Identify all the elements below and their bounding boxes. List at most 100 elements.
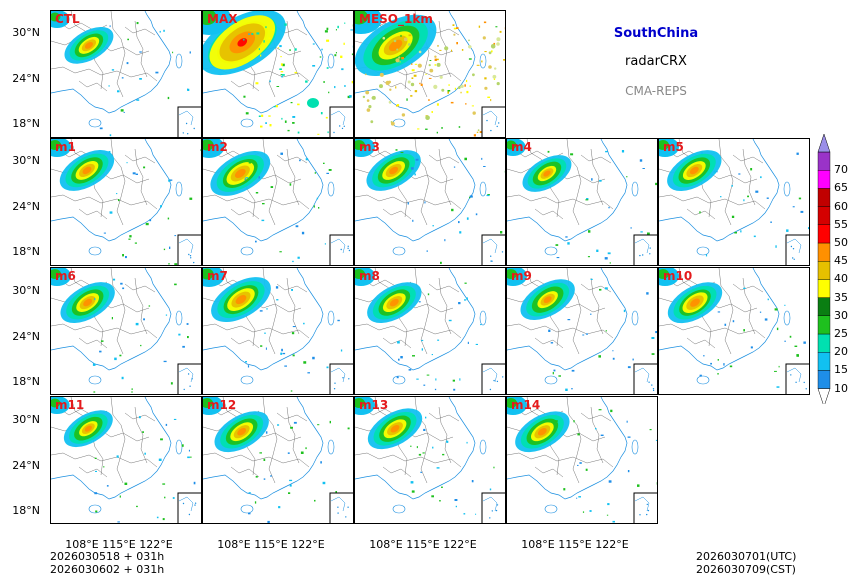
map-canvas	[355, 11, 505, 137]
colorbar-label: 50	[834, 236, 848, 249]
colorbar-bin	[817, 224, 831, 244]
valid-time-utc: 2026030701(UTC)	[696, 550, 797, 563]
map-canvas	[507, 139, 657, 265]
colorbar-under-extend	[817, 388, 831, 404]
map-canvas	[51, 397, 201, 523]
init-time-2: 2026030602 + 031h	[50, 563, 165, 576]
map-panel-m2: m2	[202, 138, 354, 266]
map-panel-m11: m11	[50, 396, 202, 524]
map-panel-m13: m13	[354, 396, 506, 524]
map-canvas	[51, 268, 201, 394]
colorbar-label: 30	[834, 308, 848, 322]
panel-label: m4	[511, 140, 532, 154]
map-panel-m6: m6	[50, 267, 202, 395]
colorbar-label: 20	[834, 345, 848, 359]
colorbar-label: 55	[834, 217, 848, 231]
lon-label: 115°E	[406, 538, 440, 551]
panel-label: m11	[55, 398, 85, 412]
colorbar-bin	[817, 151, 831, 171]
colorbar-bin	[817, 260, 831, 280]
lat-label: 30°N	[12, 154, 40, 167]
lat-label: 24°N	[12, 200, 40, 213]
colorbar-label: 65	[834, 181, 848, 195]
panel-label: m2	[207, 140, 228, 154]
colorbar-label: 40	[834, 272, 848, 286]
colorbar	[817, 134, 831, 404]
map-panel-m3: m3	[354, 138, 506, 266]
map-panel-m8: m8	[354, 267, 506, 395]
variable-title: radarCRX	[625, 54, 687, 69]
lon-label: 108°E	[217, 538, 251, 551]
lon-label: 122°E	[595, 538, 629, 551]
colorbar-label: 70	[834, 163, 848, 177]
panel-label: CTL	[55, 12, 80, 26]
map-panel-m14: m14	[506, 396, 658, 524]
map-canvas	[51, 139, 201, 265]
panel-label: m10	[663, 269, 693, 283]
panel-label: m6	[55, 269, 76, 283]
lat-label: 18°N	[12, 245, 40, 258]
lon-label: 122°E	[291, 538, 325, 551]
map-canvas	[507, 397, 657, 523]
valid-time-block: 2026030701(UTC) 2026030709(CST)	[696, 550, 796, 576]
colorbar-bin	[817, 206, 831, 225]
colorbar-label: 15	[834, 363, 848, 377]
lon-label: 108°E	[65, 538, 99, 551]
lat-label: 24°N	[12, 459, 40, 472]
map-canvas	[355, 397, 505, 523]
colorbar-label: 25	[834, 327, 848, 340]
map-panel-m9: m9	[506, 267, 658, 395]
lat-label: 24°N	[12, 330, 40, 343]
panel-label: m5	[663, 140, 684, 154]
colorbar-label: 45	[834, 254, 848, 268]
lat-label: 30°N	[12, 413, 40, 426]
panel-label: m12	[207, 398, 237, 412]
colorbar-bin	[817, 242, 831, 262]
map-panel-m12: m12	[202, 396, 354, 524]
colorbar-bin	[817, 333, 831, 353]
lat-label: 24°N	[12, 72, 40, 85]
map-canvas	[355, 139, 505, 265]
map-panel-m10: m10	[658, 267, 810, 395]
panel-label: m14	[511, 398, 541, 412]
colorbar-bin	[817, 315, 831, 335]
map-panel-meso-1km: MESO_1km	[354, 10, 506, 138]
lon-label: 115°E	[254, 538, 288, 551]
colorbar-label: 10	[834, 381, 848, 395]
valid-time-cst: 2026030709(CST)	[696, 563, 796, 576]
lon-label: 108°E	[369, 538, 403, 551]
init-time-block: 2026030518 + 031h 2026030602 + 031h	[50, 550, 164, 576]
map-panel-m1: m1	[50, 138, 202, 266]
lon-label: 115°E	[558, 538, 592, 551]
map-panel-m5: m5	[658, 138, 810, 266]
region-title: SouthChina	[613, 26, 699, 41]
lat-label: 18°N	[12, 117, 40, 130]
map-canvas	[659, 139, 809, 265]
map-canvas	[51, 11, 201, 137]
lat-label: 18°N	[12, 504, 40, 517]
colorbar-bin	[817, 351, 831, 371]
map-canvas	[203, 139, 353, 265]
colorbar-bin	[817, 370, 831, 389]
lat-label: 18°N	[12, 375, 40, 388]
colorbar-bin	[817, 297, 831, 317]
lon-label: 122°E	[139, 538, 173, 551]
map-panel-ctl: CTL	[50, 10, 202, 138]
panel-label: m13	[359, 398, 389, 412]
panel-label: m7	[207, 269, 228, 283]
panel-label: MESO_1km	[359, 12, 433, 26]
model-title: CMA-REPS	[625, 84, 687, 98]
colorbar-bin	[817, 188, 831, 207]
map-panel-max: MAX	[202, 10, 354, 138]
lon-label: 122°E	[443, 538, 477, 551]
map-panel-m4: m4	[506, 138, 658, 266]
map-canvas	[659, 268, 809, 394]
lat-label: 30°N	[12, 26, 40, 39]
lat-label: 30°N	[12, 284, 40, 297]
colorbar-over-extend	[817, 134, 831, 153]
panel-label: m3	[359, 140, 380, 154]
colorbar-label: 60	[834, 199, 848, 213]
lon-label: 108°E	[521, 538, 555, 551]
colorbar-bin	[817, 170, 831, 189]
panel-label: m1	[55, 140, 76, 154]
